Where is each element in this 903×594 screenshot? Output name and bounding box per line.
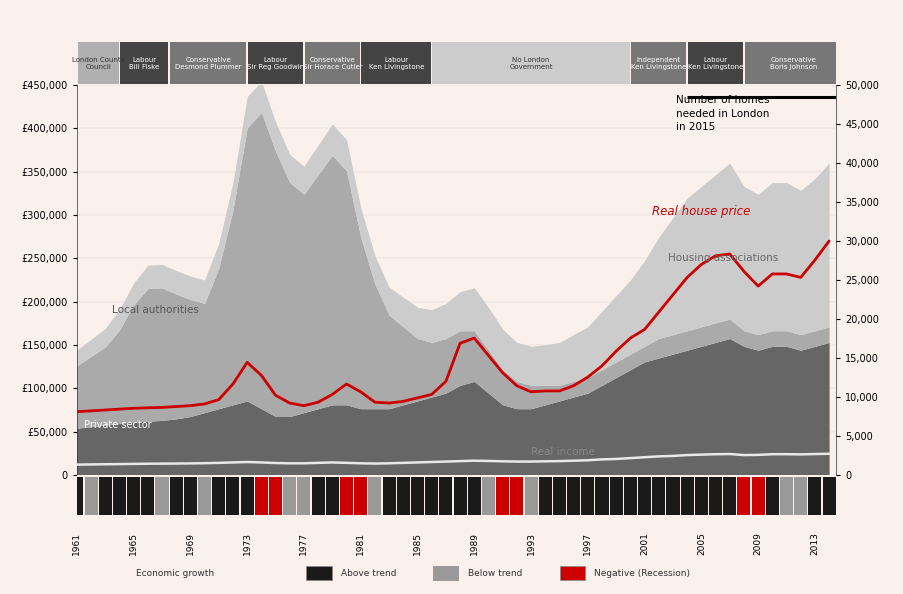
Text: Private sector: Private sector <box>84 420 152 430</box>
Bar <box>652 476 665 514</box>
Bar <box>694 476 707 514</box>
Text: Labour
Ken Livingstone: Labour Ken Livingstone <box>687 56 742 70</box>
Text: London County
Council: London County Council <box>71 56 125 70</box>
Bar <box>553 476 565 514</box>
Bar <box>744 42 842 84</box>
Text: Labour
Bill Fiske: Labour Bill Fiske <box>129 56 159 70</box>
Bar <box>524 476 537 514</box>
Bar <box>432 42 629 84</box>
Bar <box>127 476 140 514</box>
Bar <box>170 476 182 514</box>
Bar <box>361 42 431 84</box>
Text: Labour
Ken Livingstone: Labour Ken Livingstone <box>368 56 424 70</box>
Bar <box>722 476 735 514</box>
Bar <box>283 476 296 514</box>
Bar <box>559 566 584 580</box>
Bar <box>467 476 480 514</box>
Bar <box>170 42 247 84</box>
Text: Real income: Real income <box>530 447 594 457</box>
Bar <box>708 476 721 514</box>
Bar <box>120 42 168 84</box>
Bar <box>779 476 792 514</box>
Bar <box>183 476 197 514</box>
Bar <box>630 42 685 84</box>
Bar <box>737 476 749 514</box>
Bar <box>247 42 303 84</box>
Bar <box>439 476 452 514</box>
Text: Housing associations: Housing associations <box>666 254 777 263</box>
Text: Conservative
Sir Horace Cutler: Conservative Sir Horace Cutler <box>303 56 362 70</box>
Text: Negative (Recession): Negative (Recession) <box>594 568 690 578</box>
Bar <box>312 476 324 514</box>
Bar <box>765 476 778 514</box>
Bar <box>240 476 254 514</box>
Bar <box>496 476 508 514</box>
Bar <box>98 476 112 514</box>
Bar <box>354 476 367 514</box>
Text: Below trend: Below trend <box>468 568 522 578</box>
Bar <box>680 476 693 514</box>
Text: Economic growth: Economic growth <box>135 568 213 578</box>
Bar <box>84 476 98 514</box>
Bar <box>212 476 225 514</box>
Bar <box>623 476 637 514</box>
Bar <box>141 476 154 514</box>
Bar <box>297 476 310 514</box>
Text: Conservative
Boris Johnson: Conservative Boris Johnson <box>769 56 816 70</box>
Text: Above trend: Above trend <box>341 568 396 578</box>
Bar <box>566 476 580 514</box>
Bar <box>424 476 438 514</box>
Bar <box>70 476 83 514</box>
Bar <box>340 476 353 514</box>
Bar <box>255 476 267 514</box>
Bar <box>666 476 679 514</box>
Bar <box>595 476 608 514</box>
Bar <box>794 476 806 514</box>
Text: Real house price: Real house price <box>651 205 749 218</box>
Bar <box>382 476 396 514</box>
Bar <box>750 476 764 514</box>
Bar <box>510 476 523 514</box>
Bar <box>155 476 168 514</box>
Bar <box>481 476 495 514</box>
Text: Labour
Sir Reg Goodwin: Labour Sir Reg Goodwin <box>247 56 303 70</box>
Bar <box>226 476 239 514</box>
Bar <box>433 566 458 580</box>
Bar <box>638 476 650 514</box>
Bar <box>325 476 339 514</box>
Text: Conservative
Desmond Plummer: Conservative Desmond Plummer <box>174 56 241 70</box>
Bar <box>411 476 424 514</box>
Bar <box>609 476 622 514</box>
Bar <box>113 476 126 514</box>
Bar <box>78 42 118 84</box>
Bar <box>538 476 551 514</box>
Bar <box>306 566 331 580</box>
Bar <box>822 476 834 514</box>
Bar <box>198 476 211 514</box>
Bar <box>687 42 742 84</box>
Text: Number of homes
needed in London
in 2015: Number of homes needed in London in 2015 <box>675 96 768 132</box>
Bar <box>581 476 593 514</box>
Bar <box>368 476 381 514</box>
Text: Independent
Ken Livingstone: Independent Ken Livingstone <box>630 56 685 70</box>
Text: Local authorities: Local authorities <box>112 305 199 315</box>
Bar <box>453 476 466 514</box>
Text: No London
Government: No London Government <box>508 56 552 70</box>
Bar <box>304 42 359 84</box>
Bar <box>396 476 409 514</box>
Bar <box>807 476 821 514</box>
Bar <box>269 476 282 514</box>
